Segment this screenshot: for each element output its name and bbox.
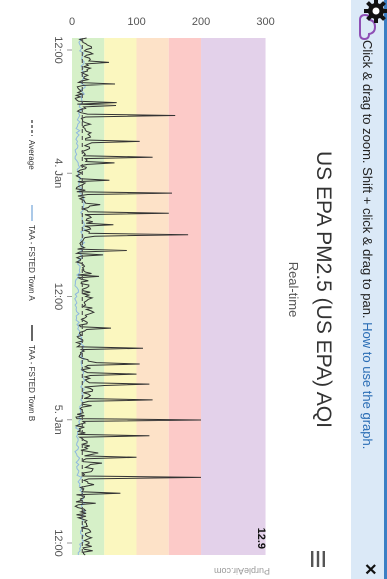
hint-bar: Click & drag to zoom. Shift + click & dr… <box>351 0 387 579</box>
aqi-band-4 <box>201 38 266 555</box>
legend-label: TAA - FSTED Town A <box>27 225 36 301</box>
gear-icon[interactable] <box>363 0 387 24</box>
series-town-b-line <box>74 37 202 556</box>
x-tick-label: 12:00 <box>52 283 64 311</box>
aqi-band-3 <box>168 38 202 555</box>
cloud-icon <box>359 14 377 40</box>
y-tick-label: 300 <box>256 16 274 28</box>
legend-label: Average <box>27 140 36 170</box>
aqi-band-2 <box>136 38 169 555</box>
series-town-a-line <box>74 37 87 556</box>
y-tick-label: 0 <box>69 16 75 28</box>
legend-label: TAA - FSTED Town B <box>27 345 36 421</box>
y-tick-label: 100 <box>127 16 145 28</box>
credit-text: PurpleAir.com <box>214 566 270 576</box>
y-tick-label: 200 <box>192 16 210 28</box>
x-tick-label: 12:00 <box>52 529 64 557</box>
hamburger-menu-icon[interactable] <box>311 551 325 567</box>
x-tick-label: 5. Jan <box>52 405 64 435</box>
aqi-band-1 <box>104 38 137 555</box>
x-tick-label: 4. Jan <box>52 158 64 188</box>
x-tick-label: 12:00 <box>52 36 64 64</box>
current-value-label: 12.9 <box>255 528 267 549</box>
